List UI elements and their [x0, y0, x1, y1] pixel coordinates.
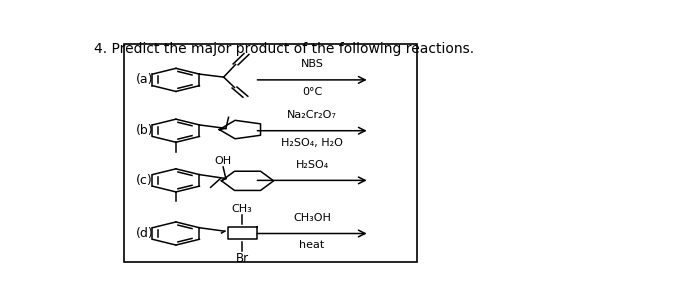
Text: (b): (b): [136, 124, 154, 137]
Text: (a): (a): [136, 74, 154, 86]
Text: CH₃: CH₃: [232, 204, 253, 214]
Text: H₂SO₄: H₂SO₄: [295, 160, 329, 170]
Text: 4. Predict the major product of the following reactions.: 4. Predict the major product of the foll…: [94, 42, 474, 56]
Text: (c): (c): [136, 174, 153, 187]
Text: NBS: NBS: [301, 59, 323, 70]
Text: heat: heat: [300, 240, 325, 250]
Text: H₂SO₄, H₂O: H₂SO₄, H₂O: [281, 138, 343, 148]
Text: CH₃OH: CH₃OH: [293, 213, 331, 223]
Text: Br: Br: [235, 251, 248, 265]
Text: (d): (d): [136, 227, 154, 240]
Text: OH: OH: [215, 156, 232, 166]
Text: Na₂Cr₂O₇: Na₂Cr₂O₇: [287, 110, 337, 120]
Bar: [125, 44, 417, 262]
Text: 0°C: 0°C: [302, 87, 322, 97]
